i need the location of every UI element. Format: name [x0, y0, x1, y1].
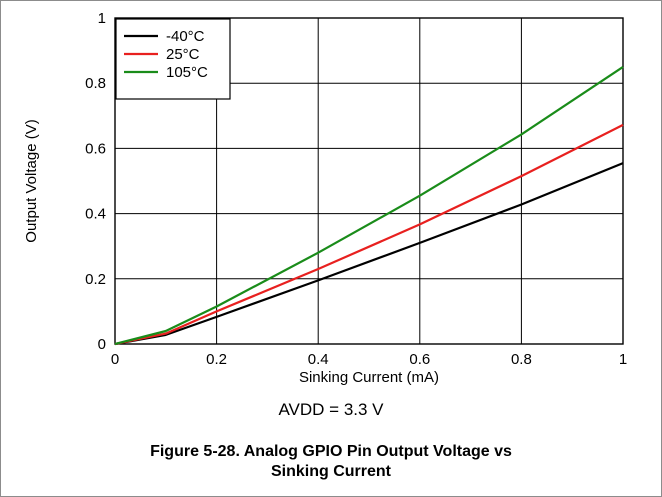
- y-tick-label: 1: [98, 10, 106, 27]
- x-axis-label: Sinking Current (mA): [299, 369, 439, 386]
- y-tick-label: 0.8: [85, 75, 106, 92]
- condition-text: AVDD = 3.3 V: [278, 400, 384, 419]
- series-line: [114, 162, 624, 346]
- series-layer: [114, 65, 624, 346]
- y-tick-label: 0: [98, 336, 106, 353]
- x-tick-label: 1: [619, 351, 627, 368]
- figure-title-line-2: Sinking Current: [270, 463, 391, 480]
- y-tick-label: 0.6: [85, 140, 106, 157]
- x-tick-label: 0.8: [511, 351, 532, 368]
- x-tick-labels: 0 0.2 0.4 0.6 0.8 1: [111, 351, 627, 368]
- series-line: [114, 65, 624, 346]
- legend-box: [115, 18, 231, 100]
- x-tick-label: 0.6: [409, 351, 430, 368]
- x-tick-label: 0: [111, 351, 119, 368]
- figure-title-line-1: Figure 5-28. Analog GPIO Pin Output Volt…: [150, 443, 512, 460]
- series-line: [114, 123, 624, 346]
- y-axis-label: Output Voltage (V): [23, 119, 40, 242]
- legend-label: -40°C: [166, 28, 205, 45]
- legend-label: 25°C: [166, 46, 200, 63]
- line-chart: 0 0.2 0.4 0.6 0.8 1 0 0.2 0.4 0.6 0.8 1 Sinking Cu…: [23, 10, 627, 386]
- y-tick-label: 0.2: [85, 271, 106, 288]
- plot-area: [114, 17, 624, 345]
- legend-label: 105°C: [166, 64, 208, 81]
- figure-title: Figure 5-28. Analog GPIO Pin Output Volt…: [0, 442, 662, 482]
- y-tick-labels: 0 0.2 0.4 0.6 0.8 1: [85, 10, 106, 353]
- x-tick-label: 0.4: [308, 351, 329, 368]
- y-tick-label: 0.4: [85, 206, 106, 223]
- x-tick-label: 0.2: [206, 351, 227, 368]
